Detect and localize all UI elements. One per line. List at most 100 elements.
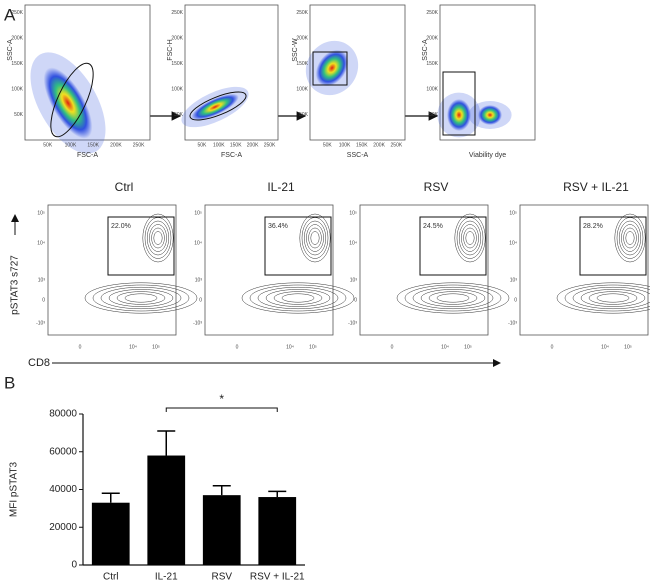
gate <box>264 216 332 276</box>
y-tick-label: 100K <box>426 86 438 92</box>
x-tick-label: 100K <box>65 142 77 148</box>
x-tick-label: 50K <box>43 142 53 148</box>
x-axis-label: FSC-A <box>221 152 242 159</box>
contour <box>299 213 331 263</box>
x-tick-label: RSV + IL-21 <box>250 572 305 583</box>
contour <box>596 293 630 303</box>
contour <box>303 220 327 256</box>
y-tick-label: 250K <box>11 10 23 16</box>
contour <box>412 286 494 310</box>
contour <box>420 289 486 307</box>
y-tick-label: 20000 <box>49 522 77 533</box>
y-tick-label: 10⁴ <box>509 240 517 246</box>
y-tick-label: 250K <box>426 10 438 16</box>
contour <box>92 284 190 312</box>
contour <box>436 293 470 303</box>
density <box>43 67 93 139</box>
y-axis-label: SSC-A <box>7 39 14 61</box>
contour <box>146 220 170 256</box>
contour <box>564 284 650 312</box>
contour <box>84 282 198 314</box>
gate <box>107 216 175 276</box>
x-axis-label: Viability dye <box>469 152 506 159</box>
contour <box>142 213 174 263</box>
y-tick-label: -10³ <box>508 320 517 326</box>
x-tick-label: 10⁵ <box>464 344 472 350</box>
y-tick-label: 100K <box>171 86 183 92</box>
gate <box>442 71 476 136</box>
y-tick-label: 0 <box>514 297 517 303</box>
density <box>478 105 502 125</box>
x-tick-label: 0 <box>79 344 82 350</box>
axis-label: pSTAT3 s727 <box>10 255 21 315</box>
y-tick-label: 0 <box>42 297 45 303</box>
gate <box>579 216 647 276</box>
plot-frame <box>204 204 334 336</box>
gate-percent: 28.2% <box>583 223 603 230</box>
y-axis-label: SSC-W <box>292 38 299 62</box>
y-tick-label: 50K <box>174 112 184 118</box>
gate <box>50 62 94 138</box>
y-tick-label: 10⁵ <box>509 210 517 216</box>
x-tick-label: 150K <box>230 142 242 148</box>
x-axis-label: SSC-A <box>347 152 369 159</box>
panel-label: A <box>4 5 16 24</box>
y-tick-label: 200K <box>11 35 23 41</box>
y-tick-label: 100K <box>296 86 308 92</box>
y-tick-label: -10³ <box>36 320 45 326</box>
y-tick-label: 40000 <box>49 484 77 495</box>
y-tick-label: 200K <box>296 35 308 41</box>
contour <box>572 286 650 310</box>
y-tick-label: -10³ <box>193 320 202 326</box>
bar <box>147 455 186 565</box>
y-tick-label: 150K <box>296 61 308 67</box>
y-tick-label: 50K <box>14 112 24 118</box>
y-tick-label: 50K <box>299 112 309 118</box>
contour <box>153 231 163 245</box>
bar <box>91 502 130 565</box>
contour <box>463 227 477 249</box>
contour <box>306 224 324 252</box>
significance-bracket <box>165 407 278 412</box>
contour <box>100 286 182 310</box>
density <box>191 93 239 121</box>
y-axis-label: FSC-H <box>167 39 174 60</box>
y-tick-label: 0 <box>199 297 202 303</box>
y-tick-label: 10⁴ <box>194 240 202 246</box>
contour <box>618 220 642 256</box>
y-axis-label: MFI pSTAT3 <box>9 461 20 517</box>
x-tick-label: 0 <box>236 344 239 350</box>
bar <box>258 497 297 565</box>
contour <box>556 282 650 314</box>
contour <box>428 291 478 305</box>
y-tick-label: 10³ <box>510 277 518 283</box>
y-tick-label: 150K <box>11 61 23 67</box>
plot-title: IL-21 <box>267 180 295 194</box>
gate-percent: 22.0% <box>111 223 131 230</box>
contour <box>404 284 502 312</box>
y-tick-label: 10³ <box>350 277 358 283</box>
y-tick-label: 200K <box>171 35 183 41</box>
y-tick-label: 0 <box>71 560 77 571</box>
x-tick-label: 10⁵ <box>309 344 317 350</box>
plot-frame <box>47 204 177 336</box>
x-tick-label: 10⁴ <box>601 344 609 350</box>
contour <box>461 224 479 252</box>
plot-frame <box>359 204 489 336</box>
x-tick-label: 200K <box>373 142 385 148</box>
contour <box>108 289 174 307</box>
y-tick-label: 80000 <box>49 409 77 420</box>
gate-percent: 36.4% <box>268 223 288 230</box>
contour <box>614 213 646 263</box>
x-tick-label: 100K <box>339 142 351 148</box>
x-tick-label: 200K <box>110 142 122 148</box>
axis-label: CD8 <box>28 357 50 369</box>
gate <box>312 51 348 86</box>
plot-title: RSV + IL-21 <box>563 180 629 194</box>
contour <box>241 282 355 314</box>
y-tick-label: 0 <box>354 297 357 303</box>
gate <box>189 91 247 121</box>
x-tick-label: 0 <box>391 344 394 350</box>
contour <box>116 291 166 305</box>
y-tick-label: 10⁵ <box>37 210 45 216</box>
